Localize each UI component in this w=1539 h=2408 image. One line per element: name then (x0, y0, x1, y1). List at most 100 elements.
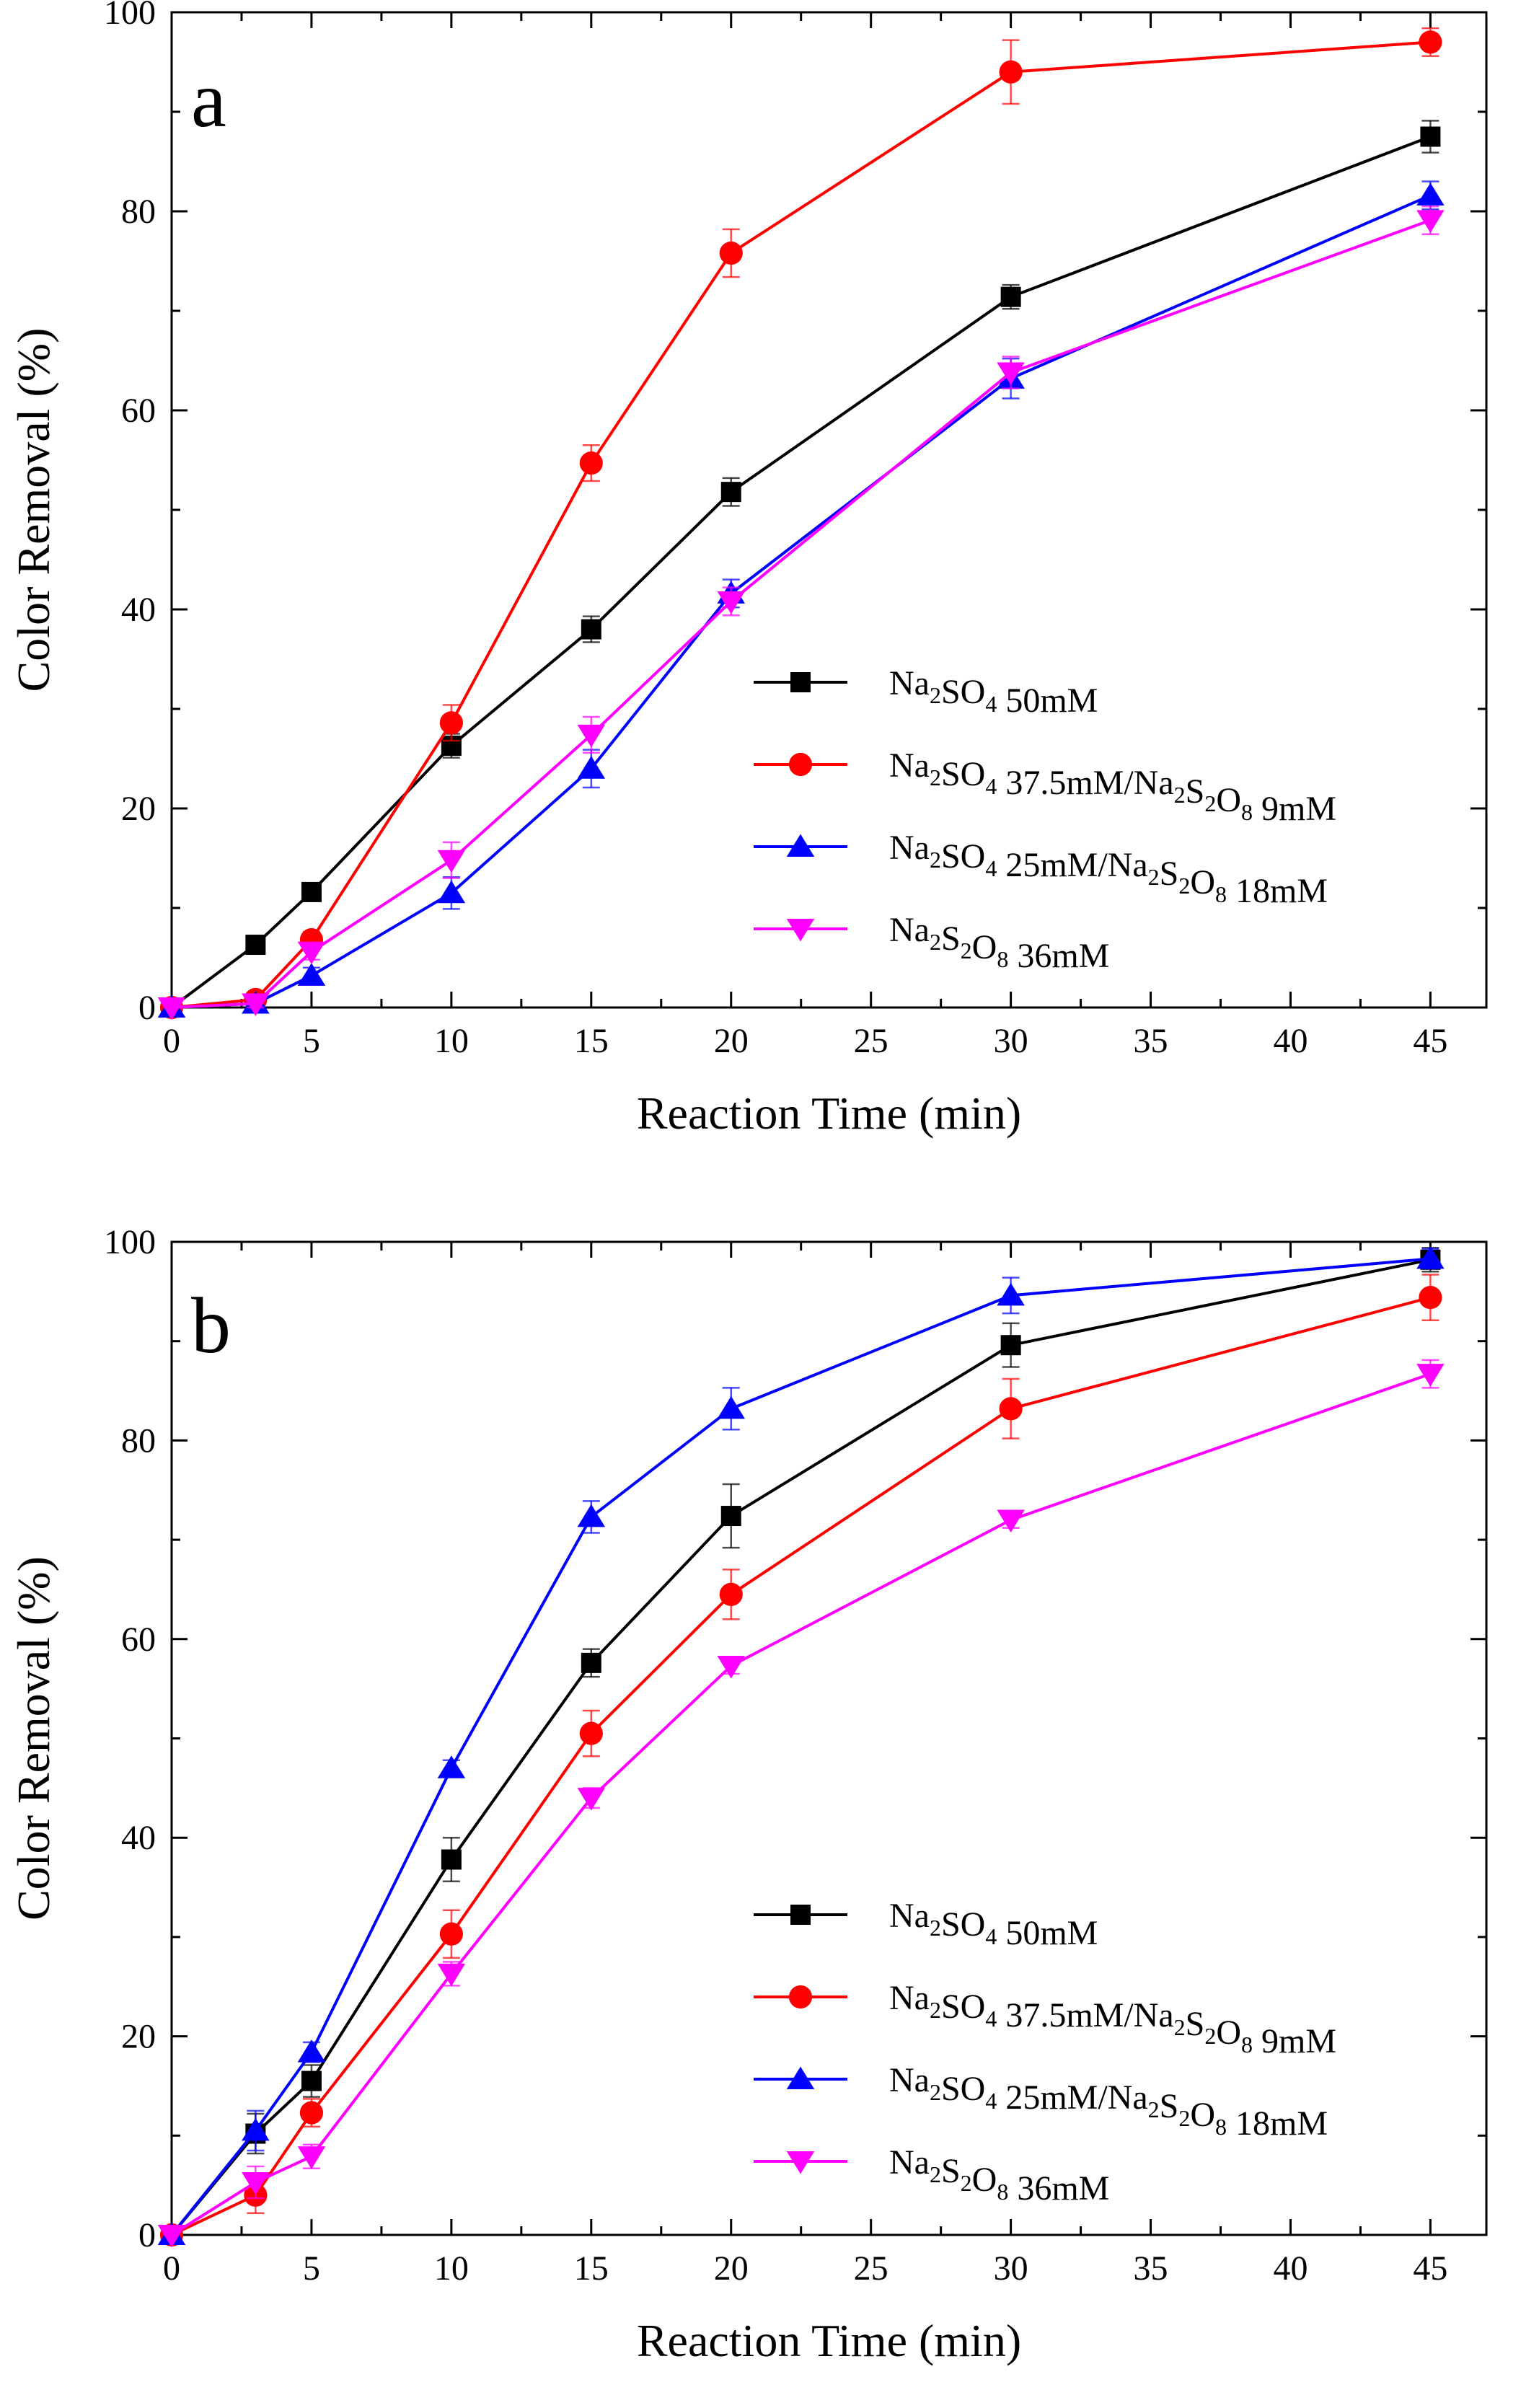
series-na2so4-37-5mm-na2s2o8-9mm (159, 1274, 1442, 2247)
legend-marker (786, 2151, 815, 2174)
data-point (577, 724, 606, 748)
x-tick-label: 45 (1413, 2249, 1447, 2288)
legend-entry: Na2S2O8 36mM (754, 911, 1109, 975)
series-na2s2o8-36mm (157, 1359, 1445, 2248)
data-point (1416, 1364, 1445, 1387)
data-point (437, 850, 466, 873)
y-tick-label: 0 (138, 989, 156, 1027)
data-point (997, 362, 1025, 386)
data-point (1416, 182, 1445, 206)
data-point (717, 591, 745, 614)
data-point (157, 997, 186, 1020)
plot-frame (170, 11, 1488, 1009)
data-point (441, 1849, 462, 1870)
y-axis-title: Color Removal (%) (8, 328, 59, 692)
legend-label: Na2SO4 37.5mM/Na2S2O8 9mM (889, 1979, 1336, 2060)
data-point (579, 1721, 603, 1745)
y-tick-label: 60 (121, 1620, 156, 1659)
data-point (297, 2146, 326, 2169)
x-tick-label: 40 (1273, 2249, 1308, 2288)
x-tick-label: 40 (1273, 1022, 1308, 1060)
data-point (997, 1282, 1025, 1306)
data-point (301, 881, 322, 902)
chart-panel-b: 0 5 10 15 20 25 30 35 40 45 0 20 40 60 80 100 Reaction T… (8, 1223, 1488, 2366)
data-point (720, 1506, 741, 1527)
legend-marker (788, 1985, 813, 2009)
data-point (1419, 30, 1442, 54)
data-point (297, 2039, 326, 2063)
legend-label: Na2S2O8 36mM (889, 911, 1109, 975)
series-na2so4-37-5mm-na2s2o8-9mm (159, 27, 1442, 1020)
legend-marker (788, 752, 813, 777)
series-na2so4-50mm (162, 120, 1441, 1018)
panel-label: a (191, 56, 226, 144)
data-point (579, 451, 603, 475)
x-tick-label: 25 (854, 2249, 888, 2288)
data-point (242, 2172, 270, 2195)
data-point (577, 756, 606, 779)
x-tick-label: 20 (714, 1022, 749, 1060)
x-tick-label: 10 (434, 2249, 469, 2288)
data-point (242, 993, 270, 1016)
chart-panel-a: 0 5 10 15 20 25 30 35 40 45 0 20 40 60 80 100 Reaction T… (8, 0, 1488, 1139)
series-line (171, 40, 1431, 1009)
data-point (999, 60, 1023, 84)
y-axis-title: Color Removal (%) (8, 1556, 59, 1920)
legend-entry: Na2SO4 25mM/Na2S2O8 18mM (754, 829, 1328, 910)
data-point (577, 1504, 606, 1527)
data-point (437, 880, 466, 904)
series-na2so4-25mm-na2s2o8-18mm (157, 1245, 1445, 2245)
x-tick-label: 5 (303, 2249, 320, 2288)
legend-label: Na2SO4 50mM (889, 1897, 1098, 1952)
legend-label: Na2SO4 50mM (889, 664, 1098, 720)
legend-entry: Na2S2O8 36mM (754, 2143, 1109, 2208)
data-point (577, 1788, 606, 1811)
data-point (720, 482, 741, 503)
data-point (437, 1755, 466, 1778)
x-tick-label: 15 (574, 1022, 609, 1060)
data-point (719, 1582, 743, 1606)
legend-marker (786, 919, 815, 942)
legend-marker (790, 1905, 811, 1925)
x-tick-label: 5 (303, 1022, 320, 1060)
data-point (301, 2070, 322, 2091)
y-tick-label: 60 (121, 392, 156, 430)
x-tick-label: 20 (714, 2249, 749, 2288)
legend-entry: Na2SO4 37.5mM/Na2S2O8 9mM (754, 746, 1336, 828)
data-point (297, 941, 326, 965)
data-point (997, 1509, 1025, 1533)
data-point (1000, 1335, 1021, 1356)
legend-entry: Na2SO4 25mM/Na2S2O8 18mM (754, 2061, 1328, 2143)
plot-frame (170, 1240, 1488, 2236)
series-line (171, 1296, 1431, 2236)
x-tick-label: 30 (994, 2249, 1028, 2288)
data-point (437, 1963, 466, 1987)
y-tick-label: 20 (121, 790, 156, 828)
y-tick-label: 40 (121, 1819, 156, 1857)
legend-label: Na2S2O8 36mM (889, 2143, 1109, 2208)
y-tick-label: 100 (104, 0, 156, 32)
data-point (1420, 126, 1441, 147)
x-tick-label: 10 (434, 1022, 469, 1060)
data-point (717, 1655, 745, 1679)
data-point (1416, 210, 1445, 233)
x-tick-label: 35 (1134, 1022, 1168, 1060)
legend-entry: Na2SO4 50mM (754, 664, 1098, 720)
data-point (439, 711, 463, 735)
x-axis-title: Reaction Time (min) (637, 2315, 1021, 2366)
data-point (581, 619, 601, 640)
data-point (242, 2117, 270, 2141)
y-tick-label: 40 (121, 591, 156, 629)
data-point (1416, 1245, 1445, 1269)
x-tick-label: 30 (994, 1022, 1028, 1060)
x-tick-label: 35 (1134, 2249, 1168, 2288)
series-line (170, 1257, 1431, 2236)
data-point (299, 2101, 324, 2125)
x-axis-title: Reaction Time (min) (637, 1088, 1021, 1139)
legend-entry: Na2SO4 37.5mM/Na2S2O8 9mM (754, 1979, 1336, 2060)
series-na2s2o8-36mm (157, 205, 1445, 1020)
series-na2so4-50mm (162, 1247, 1441, 2245)
data-point (297, 963, 326, 986)
